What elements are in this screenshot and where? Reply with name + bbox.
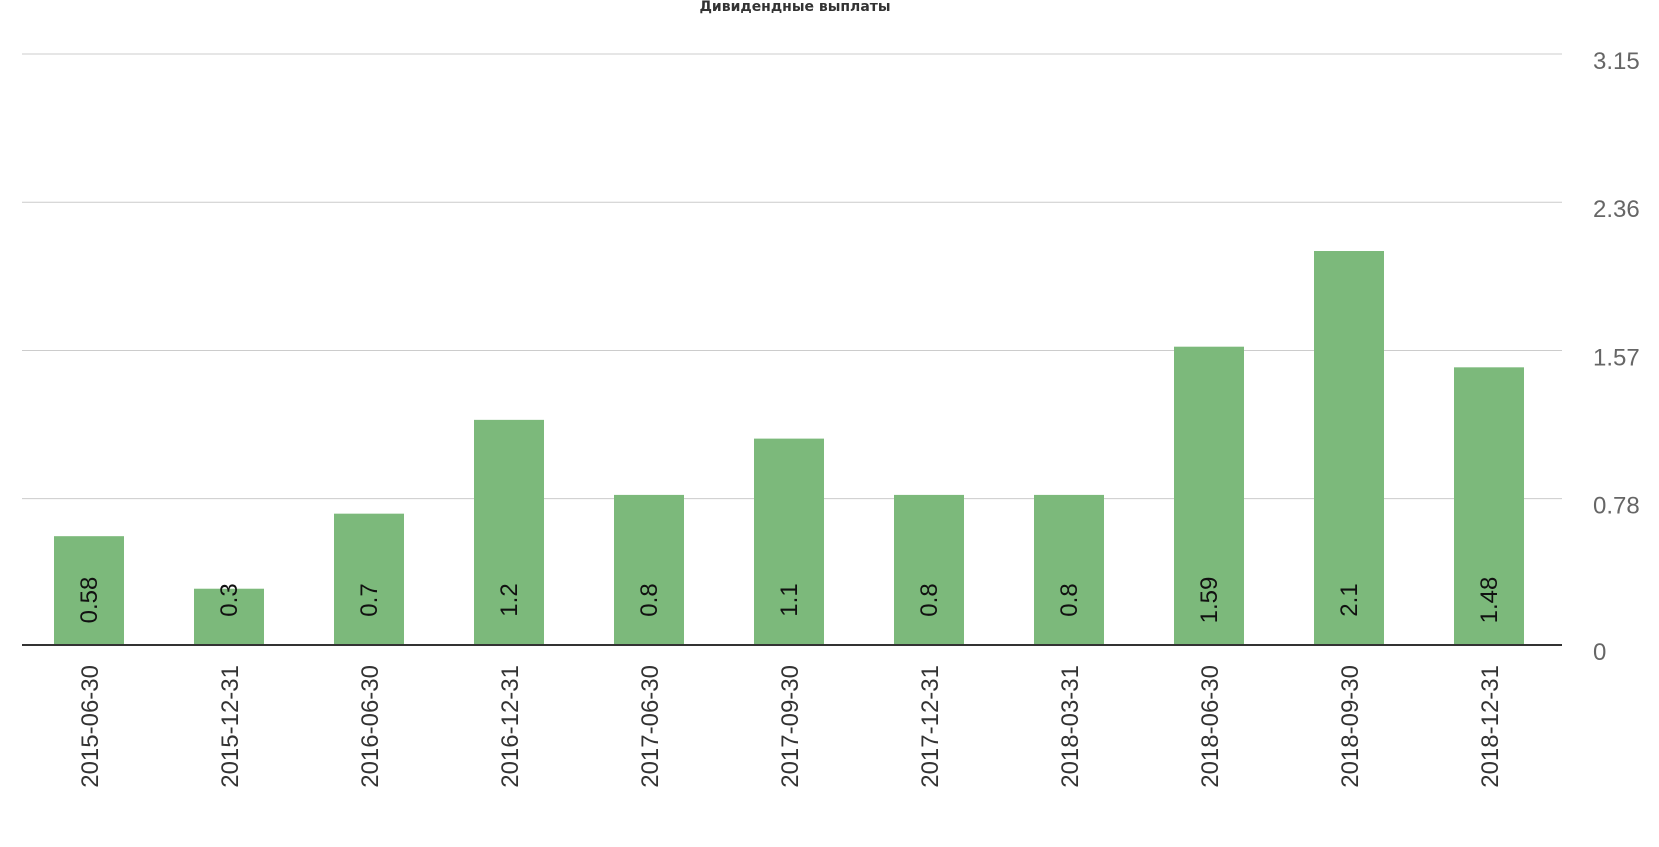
x-tick-label: 2018-06-30	[1197, 665, 1224, 788]
x-tick-label: 2018-09-30	[1337, 665, 1364, 788]
bar	[54, 536, 124, 645]
x-tick-label: 2016-06-30	[357, 665, 384, 788]
y-tick-label: 0	[1593, 639, 1606, 666]
data-label: 0.7	[356, 583, 383, 616]
bar	[474, 419, 544, 645]
bar	[1454, 367, 1524, 645]
y-tick-label: 0.78	[1593, 493, 1640, 520]
y-tick-label: 2.36	[1593, 196, 1640, 223]
x-tick-label: 2018-03-31	[1057, 665, 1084, 788]
chart-title: Дивидендные выплаты	[699, 0, 891, 15]
data-label: 1.48	[1476, 577, 1503, 624]
x-tick-label: 2015-12-31	[217, 665, 244, 788]
y-tick-label: 1.57	[1593, 344, 1640, 371]
data-labels: 0.58 0.3 0.7 1.2 0.8 1.1 0.8 0.8 1.59 2.1 1.48	[76, 577, 1503, 624]
x-axis-ticks: 2015-06-30 2015-12-31 2016-06-30 2016-12-31…	[77, 665, 1504, 788]
x-tick-label: 2017-12-31	[917, 665, 944, 788]
y-axis-ticks: 0 0.78 1.57 2.36 3.15	[1593, 48, 1640, 666]
x-tick-label: 2018-12-31	[1477, 665, 1504, 788]
data-label: 1.2	[496, 583, 523, 616]
data-label: 0.8	[916, 583, 943, 616]
x-tick-label: 2016-12-31	[497, 665, 524, 788]
data-label: 0.58	[76, 577, 103, 624]
bar	[614, 494, 684, 645]
data-label: 0.8	[636, 583, 663, 616]
data-label: 0.3	[216, 583, 243, 616]
bar	[754, 438, 824, 645]
x-tick-label: 2015-06-30	[77, 665, 104, 788]
data-label: 1.59	[1196, 577, 1223, 624]
x-tick-label: 2017-09-30	[777, 665, 804, 788]
bar	[1174, 346, 1244, 645]
bar	[894, 494, 964, 645]
data-label: 1.1	[776, 583, 803, 616]
y-tick-label: 3.15	[1593, 48, 1640, 75]
data-label: 2.1	[1336, 583, 1363, 616]
x-tick-label: 2017-06-30	[637, 665, 664, 788]
bar	[1314, 251, 1384, 645]
bar	[334, 513, 404, 645]
bar	[194, 588, 264, 645]
data-label: 0.8	[1056, 583, 1083, 616]
bars	[54, 251, 1524, 645]
bar	[1034, 494, 1104, 645]
